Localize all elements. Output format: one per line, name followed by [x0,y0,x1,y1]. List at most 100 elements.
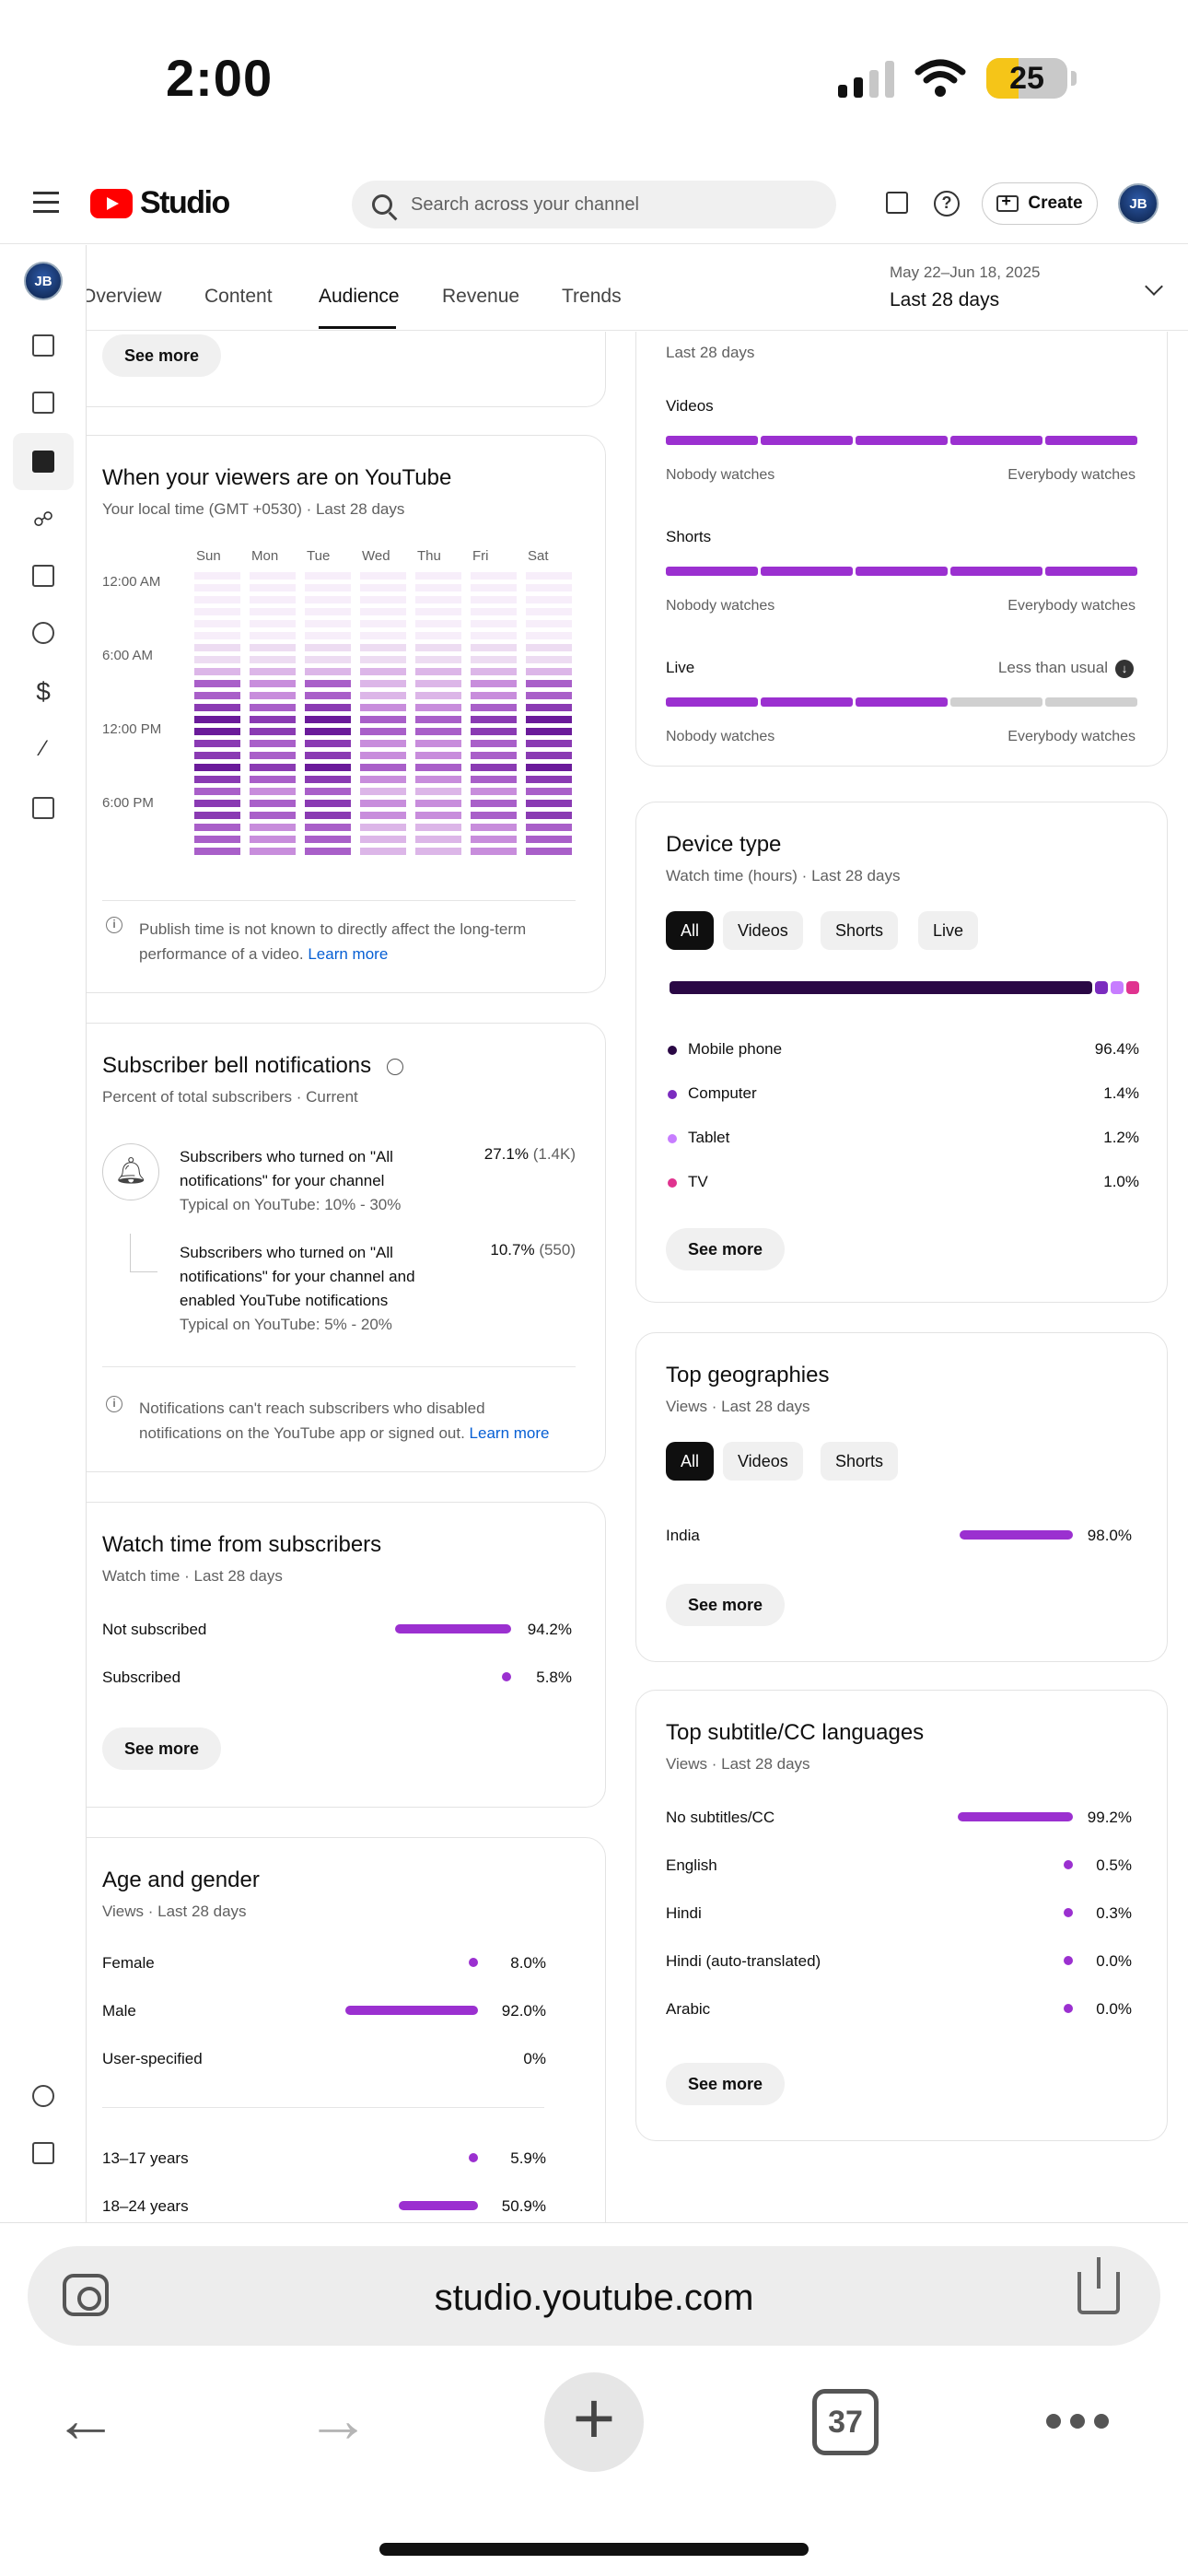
top-geographies-card: Top geographies Views · Last 28 days All… [635,1332,1168,1662]
learn-more-link[interactable]: Learn more [469,1424,550,1442]
create-button[interactable]: Create [982,182,1098,225]
heatmap-cell [471,848,517,855]
tab-trends[interactable]: Trends [562,286,622,307]
heatmap-cell [471,596,517,603]
nav-analytics[interactable] [13,433,74,490]
chevron-down-icon[interactable] [1145,277,1163,296]
geo-chip[interactable]: All [666,1442,715,1481]
geo-chip[interactable]: Shorts [821,1442,899,1481]
row-dot [469,1958,478,1967]
heatmap-cell [305,704,351,711]
tab-content[interactable]: Content [204,286,273,307]
heatmap-cell [415,596,461,603]
heatmap-cell [250,800,296,807]
nav-copyright[interactable] [26,615,61,650]
help-icon[interactable]: ? [934,191,960,217]
see-more-button[interactable]: See more [102,334,222,377]
see-more-button[interactable]: See more [666,1584,786,1626]
device-bar-segment [1126,981,1139,994]
studio-logo[interactable]: Studio [90,185,230,221]
device-chip[interactable]: Live [918,911,979,950]
device-chip[interactable]: All [666,911,715,950]
tab-overview[interactable]: Overview [81,286,162,307]
address-bar[interactable]: studio.youtube.com [28,2246,1160,2346]
heatmap-cell [194,716,240,723]
menu-icon[interactable] [33,192,59,219]
heatmap-cell [526,680,572,687]
tab-audience[interactable]: Audience [319,286,400,307]
heatmap-cell [360,668,406,675]
device-chip[interactable]: Shorts [821,911,899,950]
search-bar[interactable] [352,181,836,228]
heatmap-day-label: Thu [417,548,441,564]
format-max-label: Everybody watches [1007,729,1136,744]
format-status: Less than usual [997,659,1108,676]
heatmap-cell [250,656,296,663]
nav-feedback[interactable] [26,2136,61,2171]
nav-content[interactable] [26,385,61,420]
device-chip[interactable]: Videos [723,911,803,950]
heatmap-cell [360,788,406,795]
heatmap-cell [250,680,296,687]
tab-revenue[interactable]: Revenue [442,286,520,307]
geo-chip[interactable]: Videos [723,1442,803,1481]
heatmap-cell [526,740,572,747]
card-divider [102,900,576,901]
heatmap-cell [250,776,296,783]
nav-earn[interactable]: $ [26,674,61,709]
heatmap-cell [305,788,351,795]
search-input[interactable] [411,193,798,216]
content-icon [32,392,54,414]
heatmap-cell [305,572,351,580]
nav-audio-library[interactable] [26,790,61,825]
clock-icon[interactable] [386,1058,403,1075]
nav-community[interactable]: ☍ [26,501,61,536]
share-icon[interactable] [1077,2257,1120,2314]
heatmap-cell [305,584,351,591]
tabs-divider [87,330,1188,331]
nav-settings[interactable] [26,2078,61,2113]
learn-more-link[interactable]: Learn more [308,945,389,963]
heatmap-cell [305,776,351,783]
heatmap-cell [194,668,240,675]
forward-button[interactable]: → [306,2387,370,2454]
heatmap-cell [194,632,240,639]
feedback-icon[interactable] [886,192,908,214]
heatmap-cell [526,836,572,843]
row-label: Hindi [666,1904,702,1922]
camera-lens-icon[interactable] [63,2274,109,2316]
nav-subtitles[interactable] [26,558,61,593]
nav-customization[interactable]: ⁄ [26,732,61,767]
magic-wand-icon: ⁄ [41,736,45,761]
date-range-text: May 22–Jun 18, 2025 [890,263,1041,281]
heatmap-cell [360,680,406,687]
device-label: Tablet [688,1129,730,1146]
heatmap-cell [415,788,461,795]
tree-connector [130,1234,157,1272]
heatmap-cell [250,668,296,675]
info-icon[interactable]: i [106,1396,122,1412]
see-more-button[interactable]: See more [666,1228,786,1270]
see-more-button[interactable]: See more [102,1727,222,1770]
more-button[interactable] [1046,2414,1109,2429]
heatmap-cell [415,572,461,580]
tabs-button[interactable]: 37 [812,2389,879,2455]
battery-level: 25 [1009,61,1044,96]
see-more-button[interactable]: See more [666,2063,786,2105]
new-tab-button[interactable]: + [544,2372,644,2472]
heatmap-cell [415,620,461,627]
heatmap-cell [471,644,517,651]
info-icon[interactable]: i [106,917,122,933]
channel-avatar[interactable]: JB [24,262,63,300]
nav-dashboard[interactable] [26,328,61,363]
heatmap-cell [526,656,572,663]
url-text[interactable]: studio.youtube.com [434,2277,754,2318]
heatmap-cell [194,824,240,831]
date-range-picker[interactable]: May 22–Jun 18, 2025 Last 28 days [890,263,1041,311]
back-button[interactable]: ← [53,2387,118,2454]
account-avatar[interactable]: JB [1118,183,1159,224]
heatmap-cell [471,728,517,735]
heatmap-cell [305,812,351,819]
age-label: 18–24 years [102,2197,189,2215]
subtitle-languages-card: Top subtitle/CC languages Views · Last 2… [635,1690,1168,2141]
